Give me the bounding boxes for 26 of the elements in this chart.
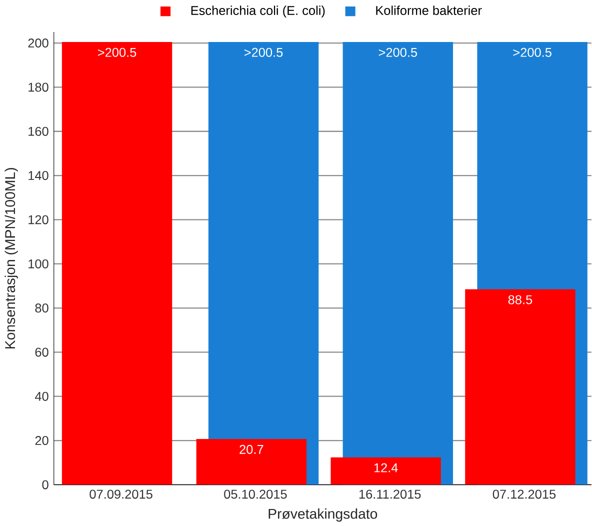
data-label: >200.5 <box>378 48 418 57</box>
x-tick-label: 16.11.2015 <box>359 490 421 499</box>
data-label: >200.5 <box>513 48 552 57</box>
x-tick-label: 07.09.2015 <box>90 490 152 499</box>
y-tick-label: 200 <box>28 38 48 48</box>
legend-label: Koliforme bakterier <box>376 5 482 15</box>
y-tick-label: 80 <box>35 303 48 312</box>
data-label: >200.5 <box>98 48 136 57</box>
y-tick-label: 0 <box>42 480 48 490</box>
y-tick-label: 120 <box>28 215 48 224</box>
y-tick-label: 180 <box>28 82 48 92</box>
legend-label: Escherichia coli (E. coli) <box>191 5 325 18</box>
y-tick-label: 160 <box>28 126 48 136</box>
x-axis-title: Prøvetakingsdato <box>268 508 378 522</box>
y-tick-label: 20 <box>35 436 48 445</box>
data-label: 20.7 <box>240 444 264 454</box>
data-label: 88.5 <box>508 295 532 304</box>
y-tick-label: 140 <box>28 170 48 180</box>
y-tick-label: 100 <box>28 259 48 268</box>
y-tick-label: 60 <box>35 348 48 357</box>
x-tick-label: 05.10.2015 <box>224 490 287 499</box>
data-label: 12.4 <box>374 463 398 472</box>
data-label: >200.5 <box>244 48 283 57</box>
x-tick-label: 07.12.2015 <box>492 490 556 499</box>
y-axis-title: Konsentrasjon (MPN/100ML) <box>4 168 18 348</box>
y-tick-label: 40 <box>34 392 48 401</box>
